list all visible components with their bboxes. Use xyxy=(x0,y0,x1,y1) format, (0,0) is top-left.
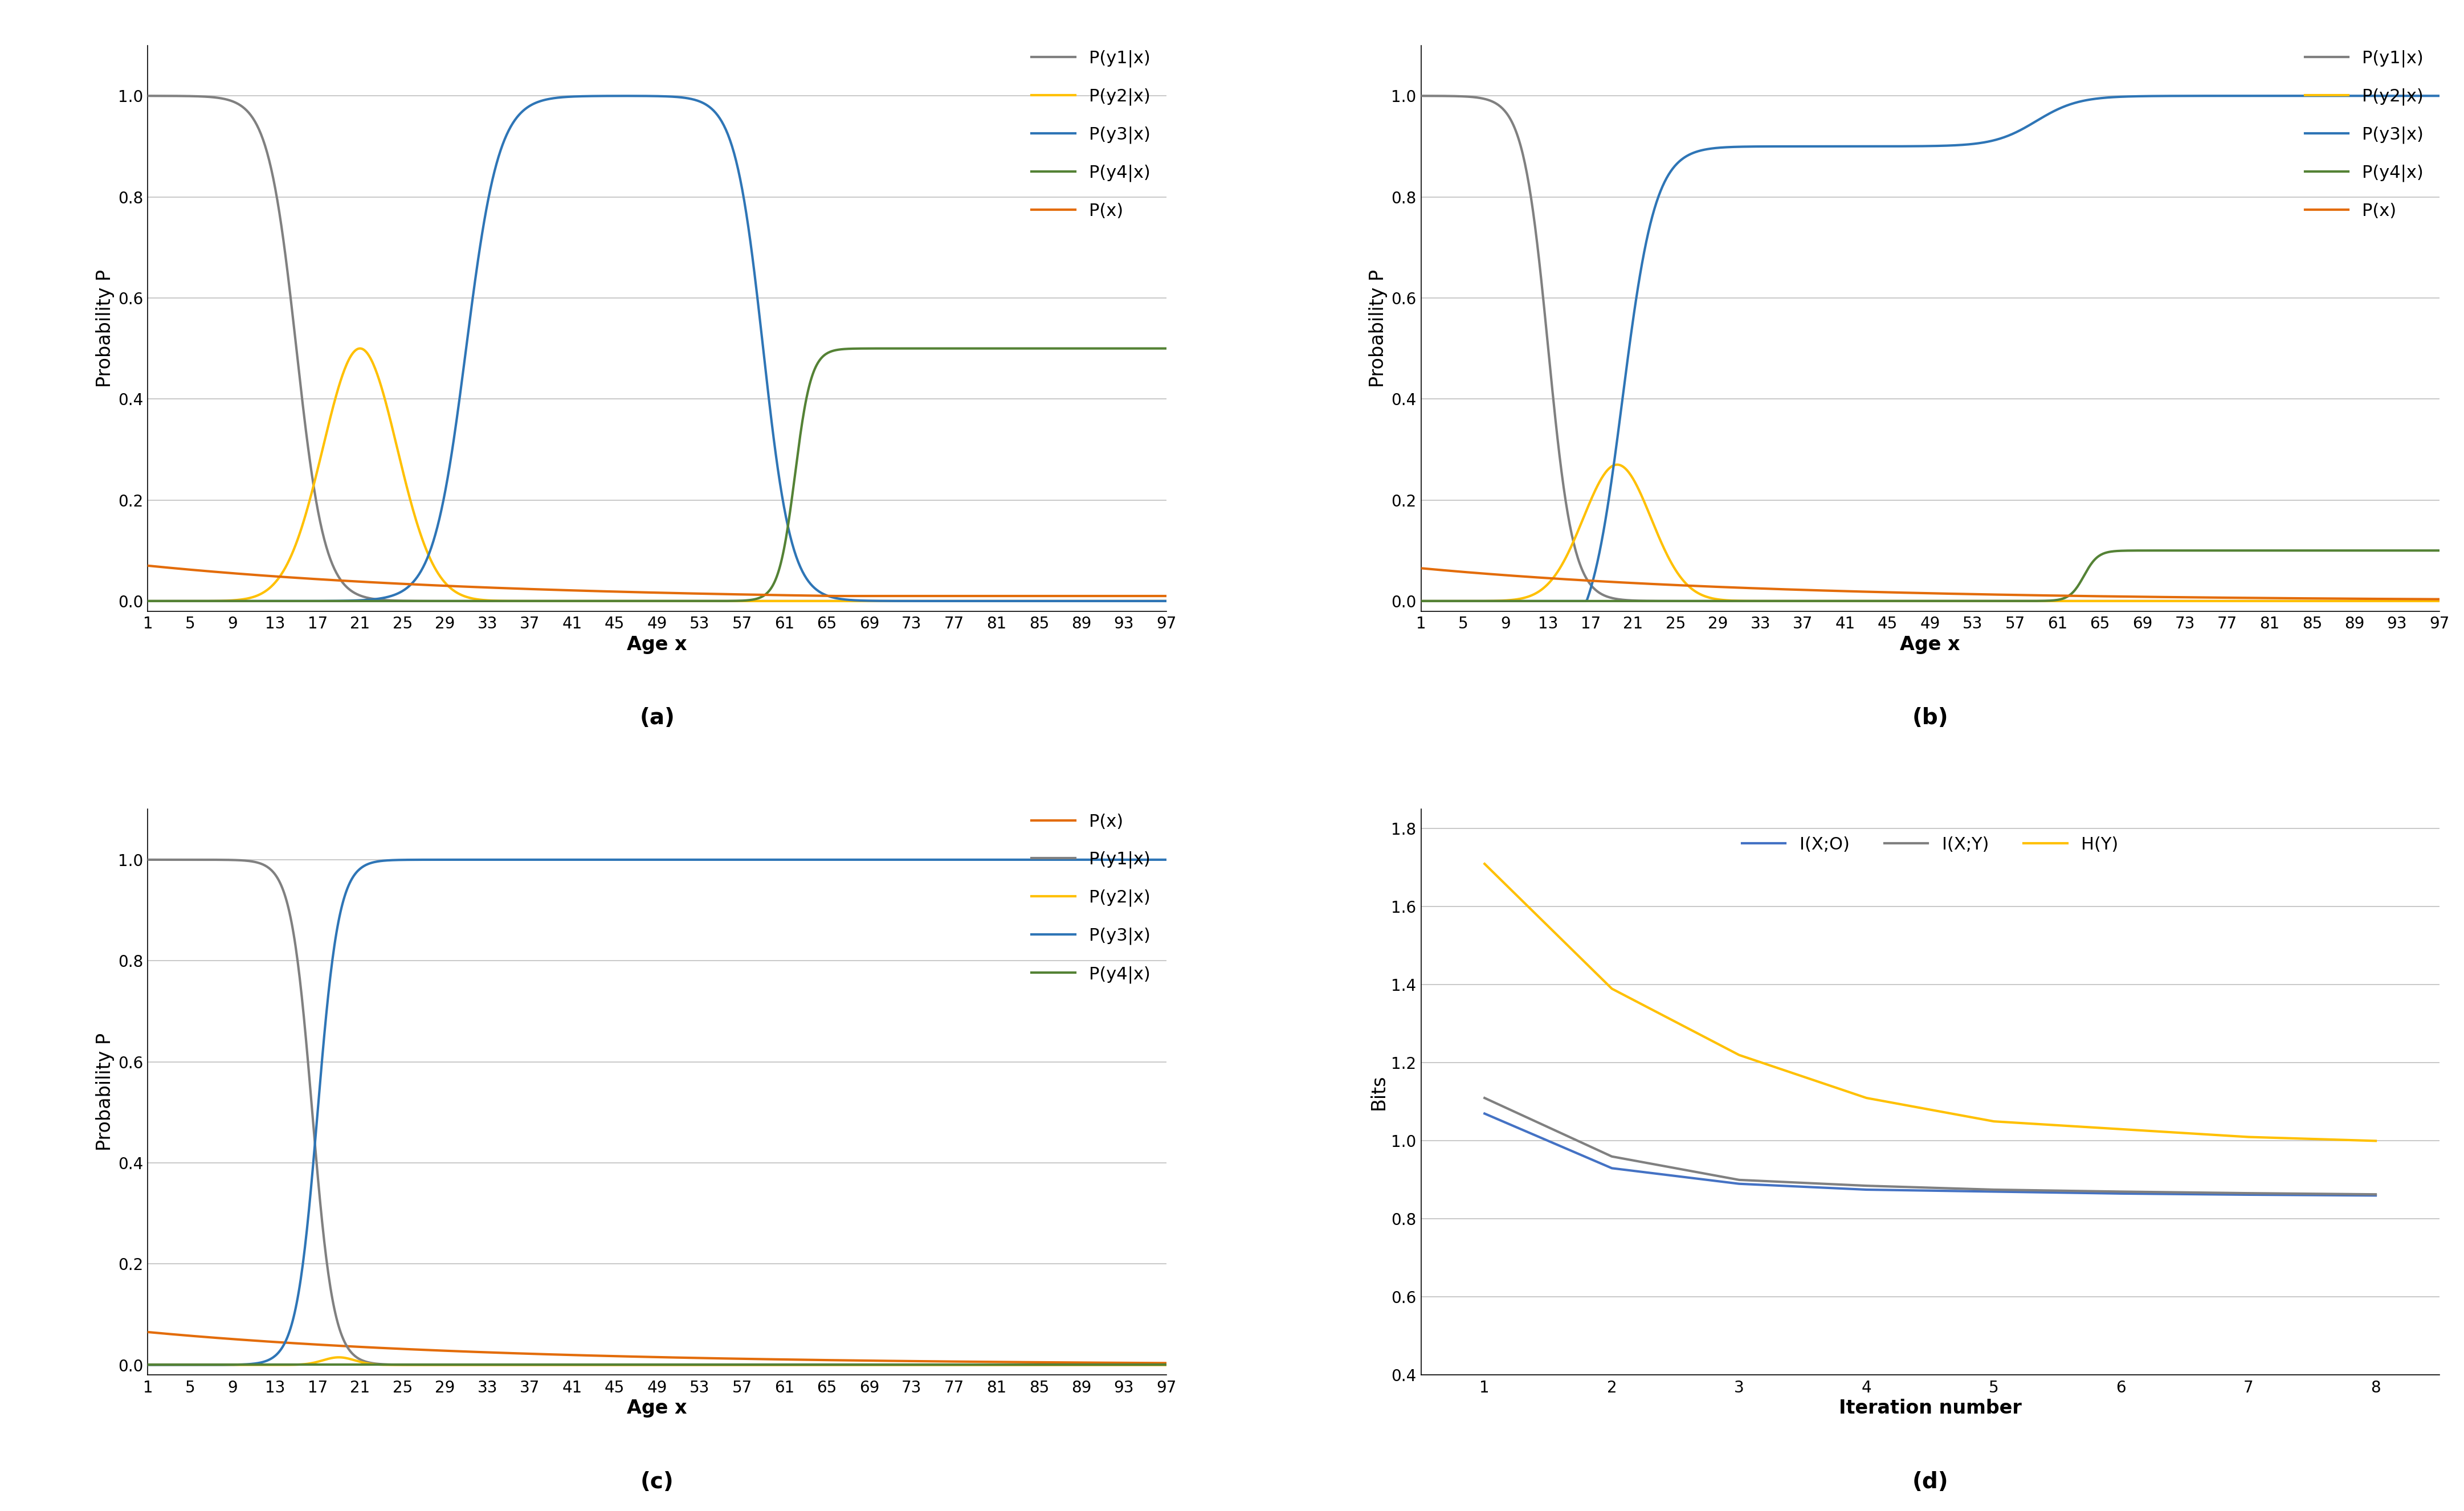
I(X;O) xyxy=(1469,1105,1498,1123)
I(X;O) xyxy=(1725,1174,1754,1192)
I(X;O) xyxy=(2107,1185,2136,1203)
H(Y) xyxy=(2107,1120,2136,1138)
Line: I(X;O): I(X;O) xyxy=(1483,1114,2375,1195)
H(Y) xyxy=(1979,1112,2008,1130)
H(Y) xyxy=(1725,1046,1754,1064)
I(X;O) xyxy=(2235,1186,2264,1204)
I(X;Y) xyxy=(2361,1185,2390,1203)
Y-axis label: Probability P: Probability P xyxy=(96,269,116,387)
H(Y) xyxy=(2235,1127,2264,1145)
Legend: I(X;O), I(X;Y), H(Y): I(X;O), I(X;Y), H(Y) xyxy=(1735,830,2126,860)
X-axis label: Age x: Age x xyxy=(626,635,687,654)
Legend: P(y1|x), P(y2|x), P(y3|x), P(y4|x), P(x): P(y1|x), P(y2|x), P(y3|x), P(y4|x), P(x) xyxy=(2299,42,2430,227)
H(Y) xyxy=(1469,855,1498,873)
H(Y) xyxy=(1597,979,1626,997)
Line: I(X;Y): I(X;Y) xyxy=(1483,1098,2375,1194)
X-axis label: Age x: Age x xyxy=(626,1399,687,1417)
I(X;O) xyxy=(1597,1159,1626,1177)
I(X;Y) xyxy=(1979,1180,2008,1198)
I(X;Y) xyxy=(1597,1147,1626,1165)
Text: (d): (d) xyxy=(1912,1472,1949,1493)
I(X;Y) xyxy=(1853,1177,1882,1195)
Y-axis label: Probability P: Probability P xyxy=(96,1034,116,1151)
Legend: P(y1|x), P(y2|x), P(y3|x), P(y4|x), P(x): P(y1|x), P(y2|x), P(y3|x), P(y4|x), P(x) xyxy=(1025,42,1158,227)
Text: (c): (c) xyxy=(641,1472,673,1493)
I(X;Y) xyxy=(1725,1171,1754,1189)
Text: (b): (b) xyxy=(1912,707,1949,728)
I(X;O) xyxy=(1979,1183,2008,1201)
Y-axis label: Bits: Bits xyxy=(1370,1074,1387,1111)
H(Y) xyxy=(2361,1132,2390,1150)
Line: H(Y): H(Y) xyxy=(1483,864,2375,1141)
Text: (a): (a) xyxy=(641,707,675,728)
Y-axis label: Probability P: Probability P xyxy=(1370,269,1387,387)
Legend: P(x), P(y1|x), P(y2|x), P(y3|x), P(y4|x): P(x), P(y1|x), P(y2|x), P(y3|x), P(y4|x) xyxy=(1025,807,1158,990)
H(Y) xyxy=(1853,1089,1882,1108)
I(X;Y) xyxy=(1469,1089,1498,1108)
X-axis label: Iteration number: Iteration number xyxy=(1838,1399,2020,1417)
I(X;Y) xyxy=(2107,1183,2136,1201)
I(X;Y) xyxy=(2235,1185,2264,1203)
I(X;O) xyxy=(1853,1180,1882,1198)
X-axis label: Age x: Age x xyxy=(1900,635,1961,654)
I(X;O) xyxy=(2361,1186,2390,1204)
